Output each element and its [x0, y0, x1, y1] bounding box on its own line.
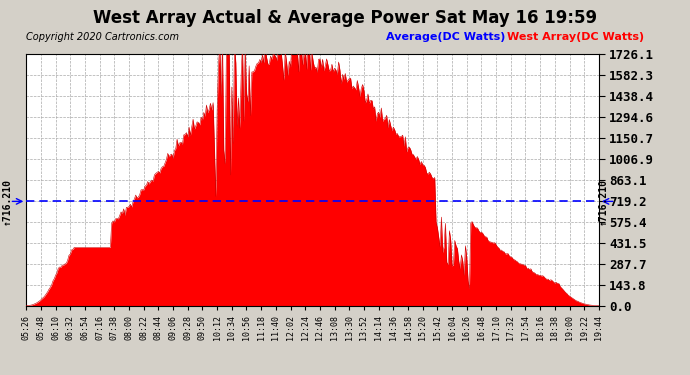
Text: West Array Actual & Average Power Sat May 16 19:59: West Array Actual & Average Power Sat Ma… — [93, 9, 597, 27]
Text: ↑716.210: ↑716.210 — [2, 178, 12, 225]
Text: Copyright 2020 Cartronics.com: Copyright 2020 Cartronics.com — [26, 32, 179, 42]
Text: West Array(DC Watts): West Array(DC Watts) — [507, 32, 644, 42]
Text: ↑716.210: ↑716.210 — [598, 178, 607, 225]
Text: Average(DC Watts): Average(DC Watts) — [386, 32, 506, 42]
